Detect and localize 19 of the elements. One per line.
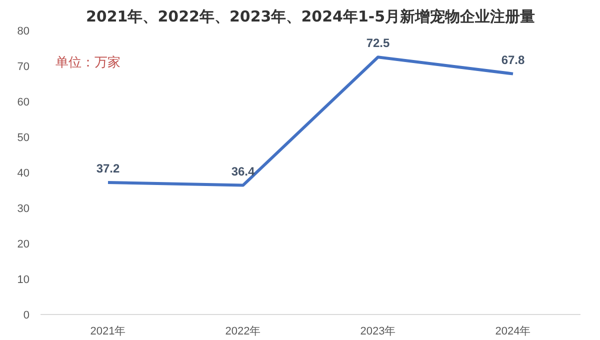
y-tick-label: 70 <box>17 61 30 73</box>
y-tick-label: 10 <box>17 274 30 286</box>
y-tick-label: 0 <box>23 310 30 322</box>
y-tick-label: 60 <box>17 96 30 108</box>
y-tick-label: 20 <box>17 238 30 250</box>
data-label: 72.5 <box>366 36 390 50</box>
y-tick-label: 50 <box>17 132 30 144</box>
data-label: 67.8 <box>501 52 526 67</box>
x-tick-label: 2021年 <box>90 326 126 338</box>
y-tick-label: 80 <box>17 26 30 38</box>
x-tick-label: 2023年 <box>360 326 396 338</box>
x-tick-label: 2024年 <box>495 326 531 338</box>
annotation: 单位：万家 <box>56 54 120 70</box>
y-tick-label: 30 <box>17 203 30 215</box>
chart-title: 2021年、2022年、2023年、2024年1-5月新增宠物企业注册量 <box>86 8 536 26</box>
data-label: 37.2 <box>96 161 120 176</box>
y-tick-label: 40 <box>17 168 30 180</box>
data-label: 36.4 <box>231 164 256 178</box>
x-tick-label: 2022年 <box>225 326 261 338</box>
